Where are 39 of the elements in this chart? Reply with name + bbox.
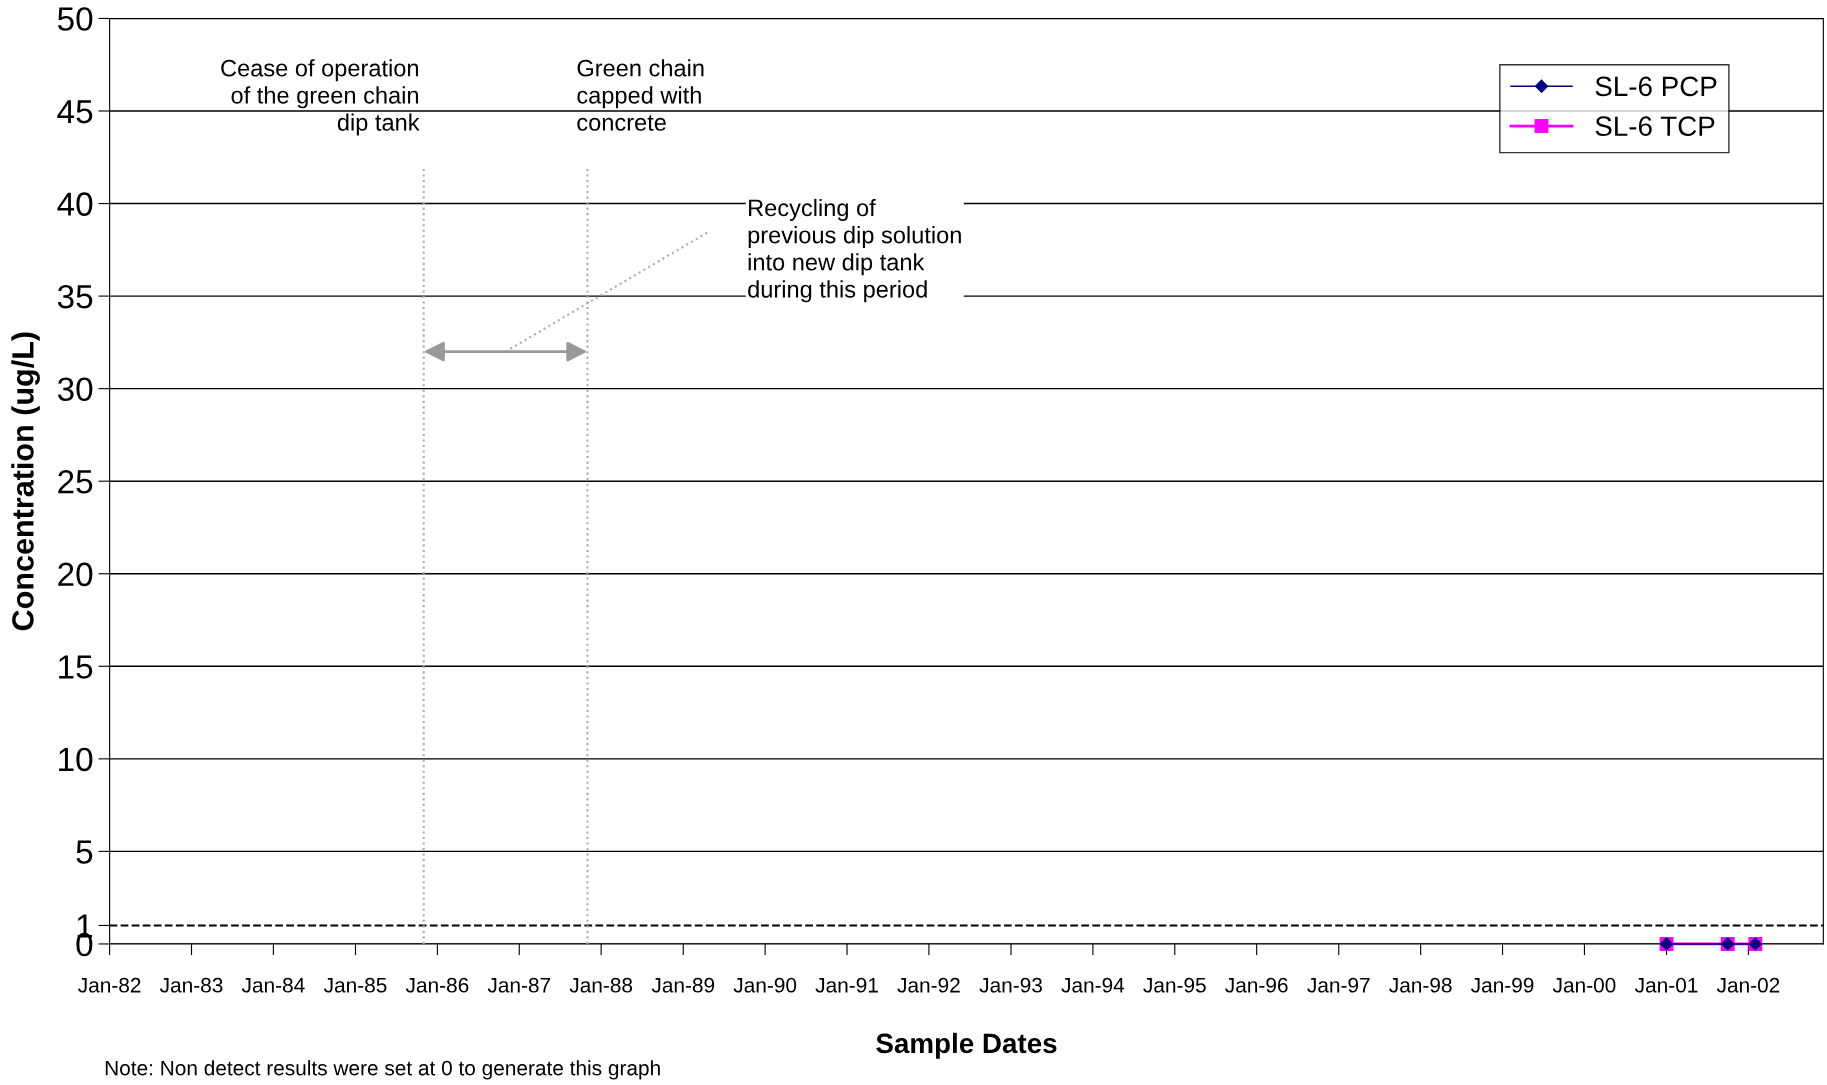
y-axis-title: Concentration (ug/L) xyxy=(11,332,40,631)
x-tick-label: Jan-99 xyxy=(1471,977,1534,993)
y-tick-label: 50 xyxy=(57,7,93,31)
x-tick-label: Jan-85 xyxy=(323,977,387,993)
y-tick-label: 5 xyxy=(76,840,93,864)
x-tick-label: Jan-00 xyxy=(1552,977,1616,993)
x-tick-label: Jan-90 xyxy=(733,977,797,993)
legend-label: SL-6 PCP xyxy=(1595,76,1717,97)
x-tick-label: Jan-87 xyxy=(487,977,551,993)
y-tick-label: 20 xyxy=(58,562,93,587)
x-tick-label: Jan-98 xyxy=(1389,977,1452,993)
x-tick-label: Jan-95 xyxy=(1143,977,1206,993)
x-tick-label: Jan-82 xyxy=(78,977,141,993)
x-tick-label: Jan-89 xyxy=(651,977,715,993)
y-tick-label: 40 xyxy=(57,192,93,216)
y-tick-label: 25 xyxy=(58,470,93,494)
text: Note: Non detect results were set at 0 to generate this graph xyxy=(105,1060,660,1080)
x-tick-label: Jan-01 xyxy=(1635,977,1698,993)
x-tick-label: Jan-93 xyxy=(979,977,1042,993)
ref-line-label: Cease of operation of the green chain dip tank xyxy=(221,59,420,136)
x-tick-label: Jan-91 xyxy=(815,977,878,993)
ref-line-label: Green chain capped with concrete xyxy=(577,59,704,131)
y-tick-label: 45 xyxy=(57,100,93,124)
x-tick-label: Jan-83 xyxy=(159,977,223,993)
x-tick-label: Jan-02 xyxy=(1716,977,1780,993)
x-tick-label: Jan-88 xyxy=(569,977,633,993)
x-tick-label: Jan-84 xyxy=(241,977,305,993)
legend-label: SL-6 TCP xyxy=(1595,116,1715,137)
annotation: Recycling of previous dip solution into new dip tank during this period xyxy=(748,198,961,303)
x-tick-label: Jan-86 xyxy=(405,977,469,993)
y-tick-label: 35 xyxy=(57,284,93,309)
x-tick-label: Jan-96 xyxy=(1225,977,1288,993)
x-tick-label: Jan-94 xyxy=(1061,977,1125,993)
y-tick-label: 10 xyxy=(59,747,93,772)
x-tick-label: Jan-97 xyxy=(1307,977,1370,993)
x-axis-title: Sample Dates xyxy=(876,1032,1057,1059)
x-tick-label: Jan-92 xyxy=(897,977,960,993)
y-tick-label: 15 xyxy=(59,655,93,679)
y-tick-label: 30 xyxy=(57,377,93,402)
